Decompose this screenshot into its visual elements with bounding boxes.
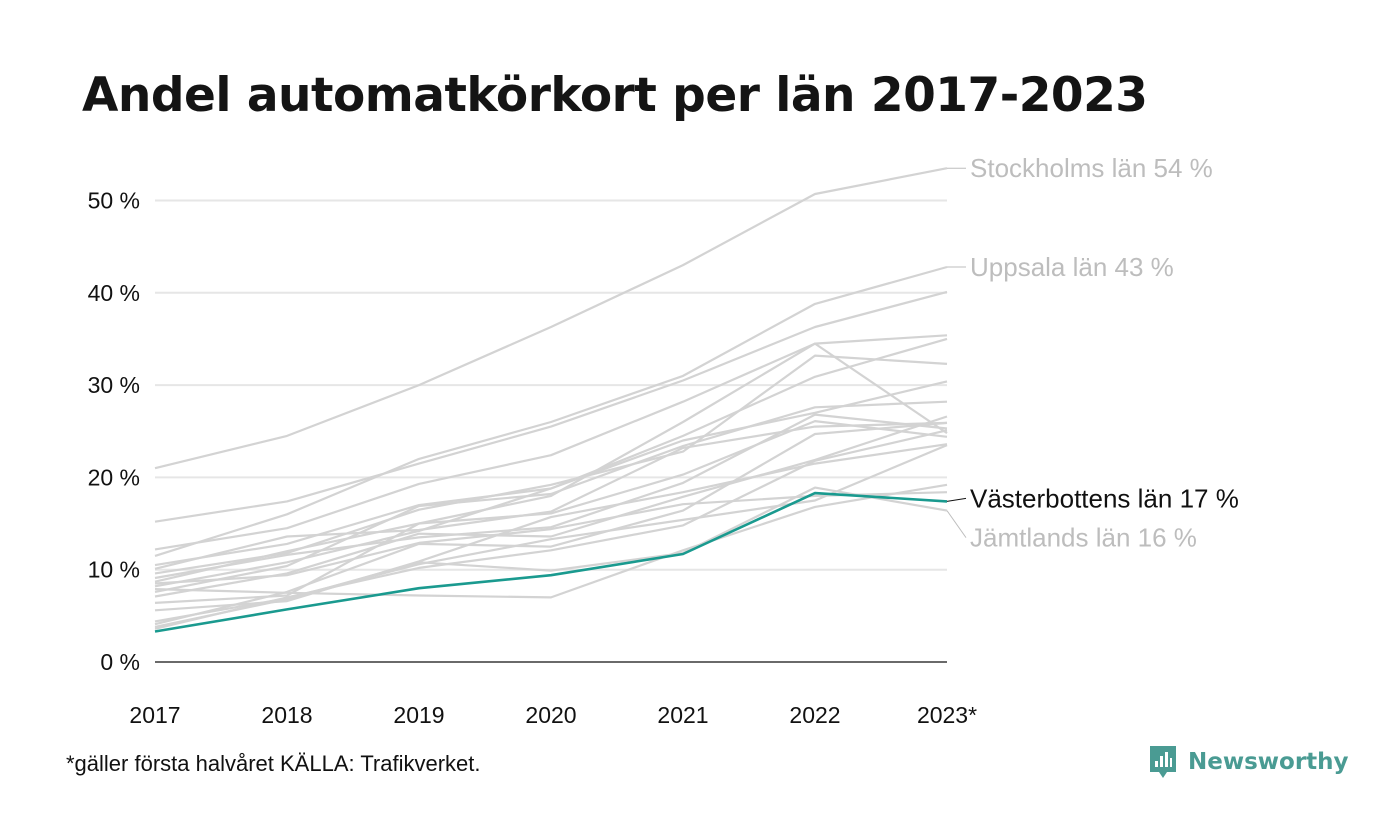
series-line (154, 290, 948, 523)
series-line (154, 413, 948, 580)
y-tick-label: 20 % (88, 464, 140, 490)
label-leader-line (946, 510, 967, 538)
series-line (154, 421, 948, 626)
series-end-label: Västerbottens län 17 % (970, 483, 1239, 513)
y-tick-label: 40 % (88, 280, 140, 306)
y-tick-label: 0 % (100, 649, 140, 675)
label-leader-line (946, 497, 967, 502)
background-series (154, 167, 948, 630)
y-tick-label: 50 % (88, 188, 140, 214)
series-line (154, 483, 948, 599)
y-axis-tick-labels: 0 % 10 % 20 % 30 % 40 % 50 % (88, 188, 140, 676)
series-line (154, 380, 948, 588)
x-tick-label: 2017 (129, 702, 180, 728)
series-line (154, 342, 948, 583)
highlighted-series (154, 491, 948, 633)
x-tick-label: 2023* (917, 702, 977, 728)
series-end-label: Stockholms län 54 % (970, 153, 1213, 183)
series-line (154, 443, 948, 612)
x-tick-label: 2019 (393, 702, 444, 728)
series-line-uppsala-lan (154, 265, 948, 557)
chart-title: Andel automatkörkort per län 2017-2023 (82, 68, 1148, 123)
series-line (154, 444, 948, 623)
y-tick-label: 30 % (88, 372, 140, 398)
footnote-source: *gäller första halvåret KÄLLA: Trafikver… (66, 751, 481, 776)
x-tick-label: 2021 (657, 702, 708, 728)
series-line-vasterbottens-lan (154, 491, 948, 633)
x-tick-label: 2022 (789, 702, 840, 728)
series-line (154, 354, 948, 575)
series-labels: Stockholms län 54 % Uppsala län 43 % Väste… (946, 153, 1239, 553)
series-line (154, 421, 948, 570)
series-line (154, 420, 948, 604)
series-end-label: Uppsala län 43 % (970, 252, 1174, 282)
newsworthy-logo[interactable]: Newsworthy (1148, 744, 1349, 780)
x-axis-tick-labels: 2017 2018 2019 2020 2021 2022 2023* (129, 702, 977, 728)
newsworthy-logo-icon (1150, 746, 1176, 778)
series-end-label: Jämtlands län 16 % (970, 523, 1197, 553)
brand-name: Newsworthy (1188, 749, 1349, 775)
series-line (154, 400, 948, 593)
x-tick-label: 2018 (261, 702, 312, 728)
x-tick-label: 2020 (525, 702, 576, 728)
y-tick-label: 10 % (88, 557, 140, 583)
series-line (154, 491, 948, 585)
series-line-stockholms-lan (154, 167, 948, 470)
